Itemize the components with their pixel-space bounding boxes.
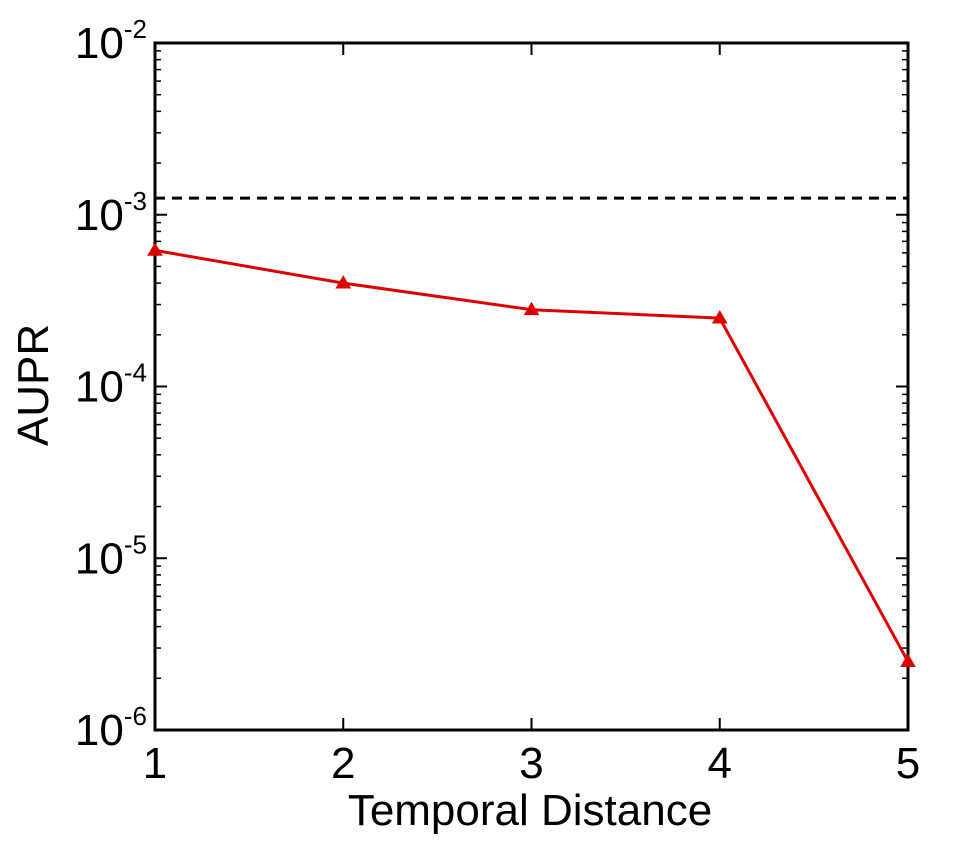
x-tick-label: 2: [331, 739, 355, 788]
x-tick-label: 5: [896, 739, 920, 788]
y-tick-label: 10-6: [75, 701, 147, 755]
data-point-marker: [335, 275, 352, 289]
y-tick-label: 10-2: [75, 14, 147, 68]
x-tick-label: 1: [143, 739, 167, 788]
y-tick-label: 10-4: [75, 358, 147, 412]
data-point-marker: [900, 653, 916, 668]
axes: [153, 41, 910, 732]
data-point-marker: [147, 242, 163, 256]
y-tick-label: 10-3: [75, 186, 147, 240]
data-point-marker: [711, 310, 728, 324]
tick-labels: 1 2 3 4 5 10-6 10-5 10-4 10-3 10-2: [75, 14, 920, 788]
x-axis-title: Temporal Distance: [348, 786, 712, 835]
x-tick-label: 3: [519, 739, 543, 788]
series-group: [147, 242, 916, 668]
data-point-marker: [523, 301, 540, 316]
x-tick-label: 4: [708, 739, 732, 788]
y-tick-label: 10-5: [75, 529, 147, 583]
plot-frame: [153, 41, 910, 732]
y-axis-title: AUPR: [9, 324, 58, 446]
